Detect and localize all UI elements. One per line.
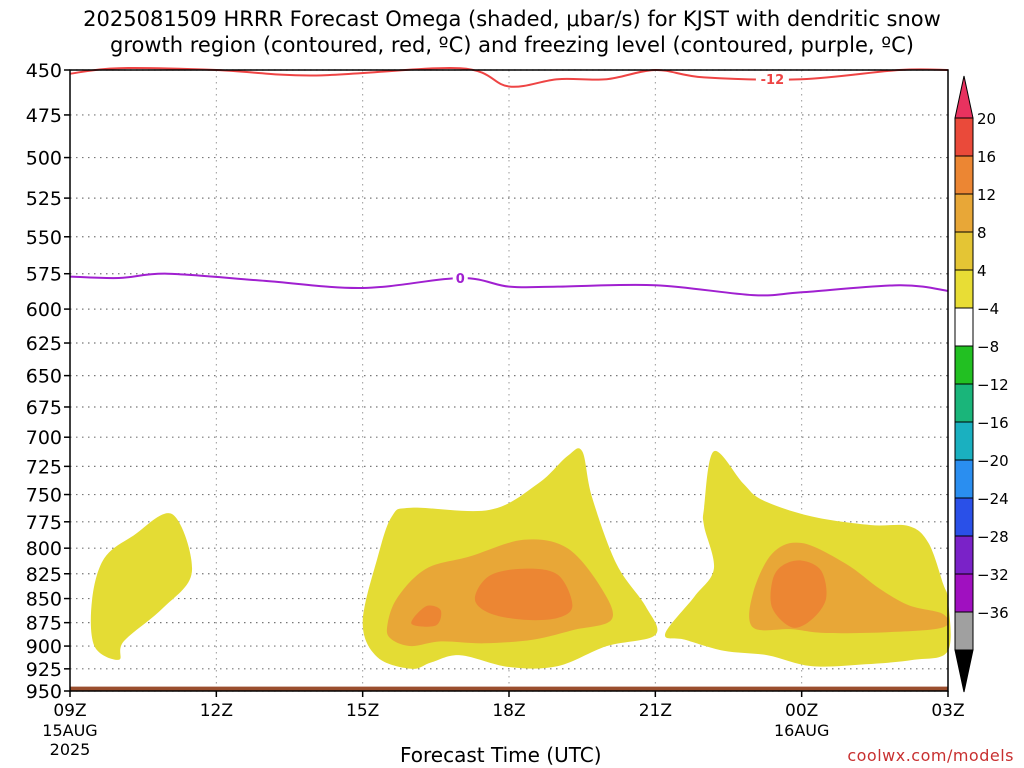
axes: 450 475 500 525 550 575 600 625 650 675 700 725 750 7… <box>26 60 965 759</box>
y-tick-label: 950 <box>26 681 62 703</box>
y-tick-label: 925 <box>26 659 62 681</box>
x-tick-year: 2025 <box>50 740 91 759</box>
contour-label-bg <box>755 72 789 87</box>
colorbar-segment <box>954 345 974 385</box>
y-tick-label: 525 <box>26 188 62 210</box>
x-tick-label: 00Z <box>785 701 818 721</box>
colorbar-segment <box>954 459 974 499</box>
omega-region <box>90 513 193 660</box>
contour-label: 0 <box>456 272 465 287</box>
omega-region <box>770 560 827 628</box>
terrain-band <box>70 686 948 691</box>
x-tick-label: 18Z <box>492 701 525 721</box>
colorbar-label: −28 <box>977 528 1009 546</box>
y-tick-label: 800 <box>26 538 62 560</box>
y-tick-label: 450 <box>26 60 62 82</box>
y-tick-label: 725 <box>26 456 62 478</box>
colorbar-segment <box>954 383 974 423</box>
colorbar-segment <box>954 307 974 347</box>
colorbar-label: −32 <box>977 566 1009 584</box>
contour-label-bg <box>452 271 468 286</box>
y-tick-label: 600 <box>26 299 62 321</box>
y-tick-label: 550 <box>26 227 62 249</box>
colorbar-segment <box>954 231 974 271</box>
y-tick-label: 775 <box>26 512 62 534</box>
colorbar-segment <box>954 573 974 613</box>
y-tick-label: 575 <box>26 264 62 286</box>
y-tick-label: 850 <box>26 589 62 611</box>
colorbar-label: −20 <box>977 452 1009 470</box>
x-tick-date: 16AUG <box>774 721 829 740</box>
colorbar-segment <box>954 535 974 575</box>
colorbar-bottom-arrow <box>954 649 974 693</box>
colorbar-label: −12 <box>977 376 1009 394</box>
x-tick-label: 09Z <box>53 701 86 721</box>
colorbar-top-arrow <box>954 75 974 119</box>
y-tick-label: 650 <box>26 366 62 388</box>
colorbar-label: −36 <box>977 604 1009 622</box>
colorbar-segment <box>954 193 974 233</box>
y-tick-label: 675 <box>26 397 62 419</box>
omega-region <box>411 605 442 627</box>
x-tick-label: 15Z <box>346 701 379 721</box>
colorbar-segment <box>954 421 974 461</box>
x-tick-label: 12Z <box>200 701 233 721</box>
colorbar-label: −24 <box>977 490 1009 508</box>
contour-label: -12 <box>761 73 785 88</box>
colorbar-segment <box>954 117 974 157</box>
colorbar-segment <box>954 497 974 537</box>
y-tick-label: 500 <box>26 148 62 170</box>
credit-text: coolwx.com/models <box>847 746 1014 765</box>
contour-line <box>69 272 949 297</box>
x-tick-label: 03Z <box>931 701 964 721</box>
x-axis-label: Forecast Time (UTC) <box>400 743 602 767</box>
colorbar-label: −16 <box>977 414 1009 432</box>
colorbar-label: 16 <box>977 148 996 166</box>
contour-lines: -12 0 <box>69 66 949 297</box>
omega-shading <box>90 448 951 669</box>
x-tick-label: 21Z <box>639 701 672 721</box>
y-tick-label: 875 <box>26 613 62 635</box>
colorbar-label: 8 <box>977 224 987 242</box>
y-tick-label: 750 <box>26 485 62 507</box>
colorbar-segment <box>954 269 974 309</box>
colorbar-segment <box>954 155 974 195</box>
colorbar-label: −4 <box>977 300 999 318</box>
colorbar-label: 4 <box>977 262 987 280</box>
colorbar: 20 16 12 8 4 −4 −8 −12 −16 −20 −24 −28 −32 −36 <box>954 75 1009 693</box>
colorbar-label: 20 <box>977 110 996 128</box>
y-tick-label: 700 <box>26 427 62 449</box>
colorbar-label: 12 <box>977 186 996 204</box>
colorbar-label: −8 <box>977 338 999 356</box>
terrain <box>70 686 948 691</box>
colorbar-segment <box>954 611 974 651</box>
y-tick-label: 900 <box>26 636 62 658</box>
omega-region <box>474 568 573 621</box>
y-tick-label: 625 <box>26 333 62 355</box>
x-tick-date: 15AUG <box>42 721 97 740</box>
y-tick-label: 825 <box>26 564 62 586</box>
y-tick-label: 475 <box>26 105 62 127</box>
chart-title: 2025081509 HRRR Forecast Omega (shaded, … <box>83 7 941 57</box>
